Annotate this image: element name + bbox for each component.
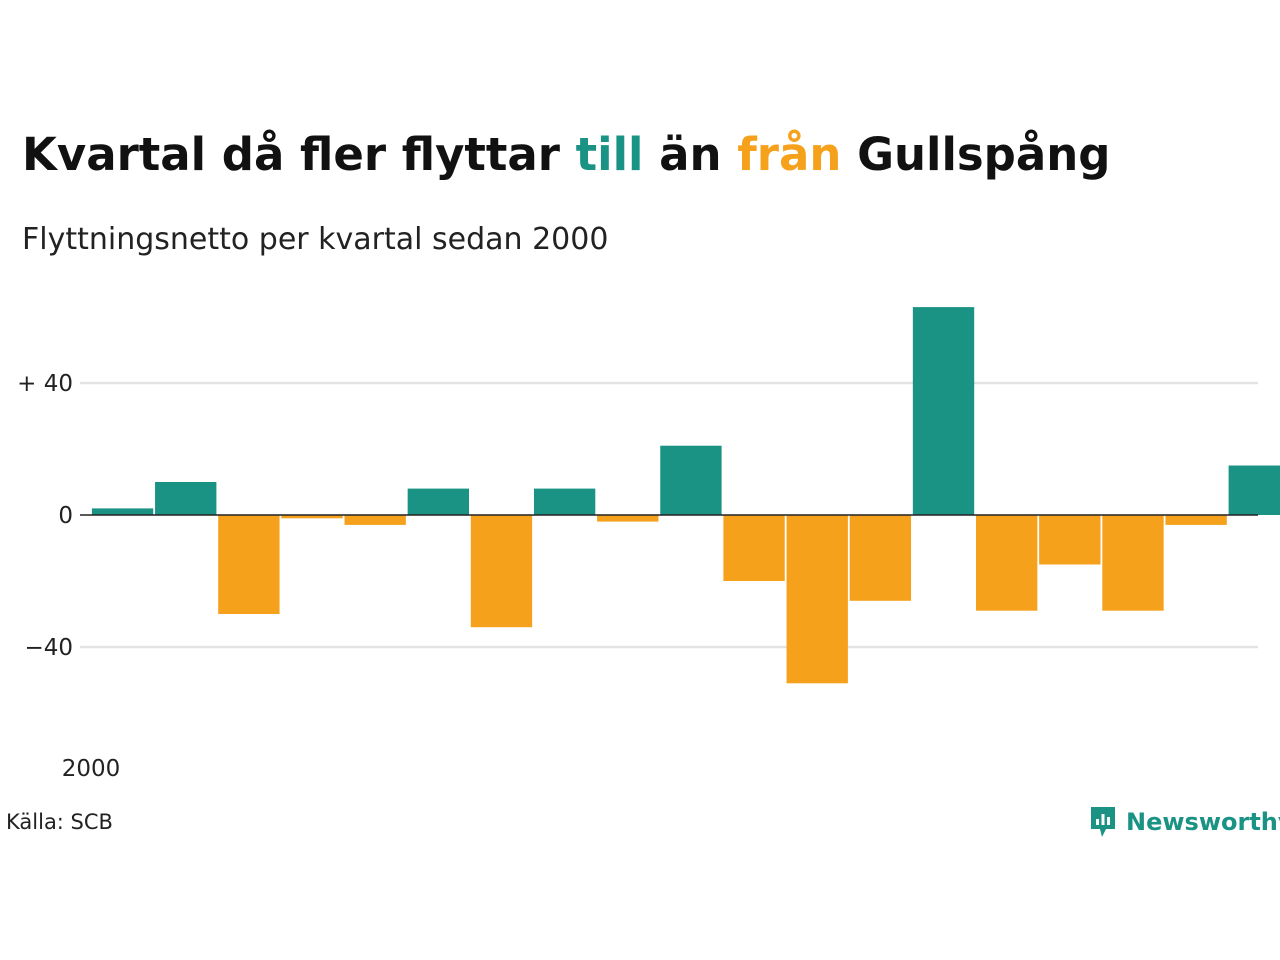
- brand-name: Newsworthy: [1126, 808, 1280, 836]
- bar: [912, 307, 975, 515]
- title-word-till: till: [575, 128, 644, 181]
- x-tick-label: 2000: [62, 756, 121, 782]
- bar: [218, 515, 280, 614]
- y-tick-label: + 40: [17, 371, 73, 397]
- y-tick-label: −40: [24, 635, 73, 661]
- title-word-fran: från: [737, 128, 842, 181]
- bar: [344, 515, 406, 525]
- source-note: Källa: SCB: [6, 810, 113, 834]
- bar: [407, 488, 469, 515]
- bar: [723, 515, 785, 581]
- title-part-1: Kvartal då fler flyttar: [22, 128, 560, 181]
- title-part-5: Gullspång: [857, 128, 1111, 181]
- newsworthy-icon: [1091, 807, 1115, 837]
- bar-chart: + 400−4020002005201020152020: [17, 307, 1280, 782]
- bar: [1039, 515, 1101, 565]
- bar: [597, 515, 659, 522]
- bar: [849, 515, 912, 601]
- bars: [80, 307, 1280, 684]
- bar: [281, 515, 343, 519]
- grid-lines: [80, 381, 1258, 649]
- chart-title: Kvartal då fler flyttar till än från Gul…: [22, 128, 1111, 181]
- bar: [470, 515, 533, 628]
- newsworthy-logo: Newsworthy: [1088, 804, 1280, 840]
- bar: [1165, 515, 1227, 525]
- axis-labels: + 400−4020002005201020152020: [17, 371, 121, 782]
- bar: [976, 515, 1038, 611]
- bar: [1102, 515, 1164, 611]
- bar: [155, 482, 217, 515]
- chart-subtitle: Flyttningsnetto per kvartal sedan 2000: [22, 222, 609, 257]
- y-tick-label: 0: [58, 503, 73, 529]
- bar: [91, 508, 154, 515]
- bar: [660, 445, 722, 515]
- bar: [533, 488, 596, 515]
- title-part-3: än: [659, 128, 722, 181]
- bar: [1228, 465, 1280, 515]
- bar: [786, 515, 848, 684]
